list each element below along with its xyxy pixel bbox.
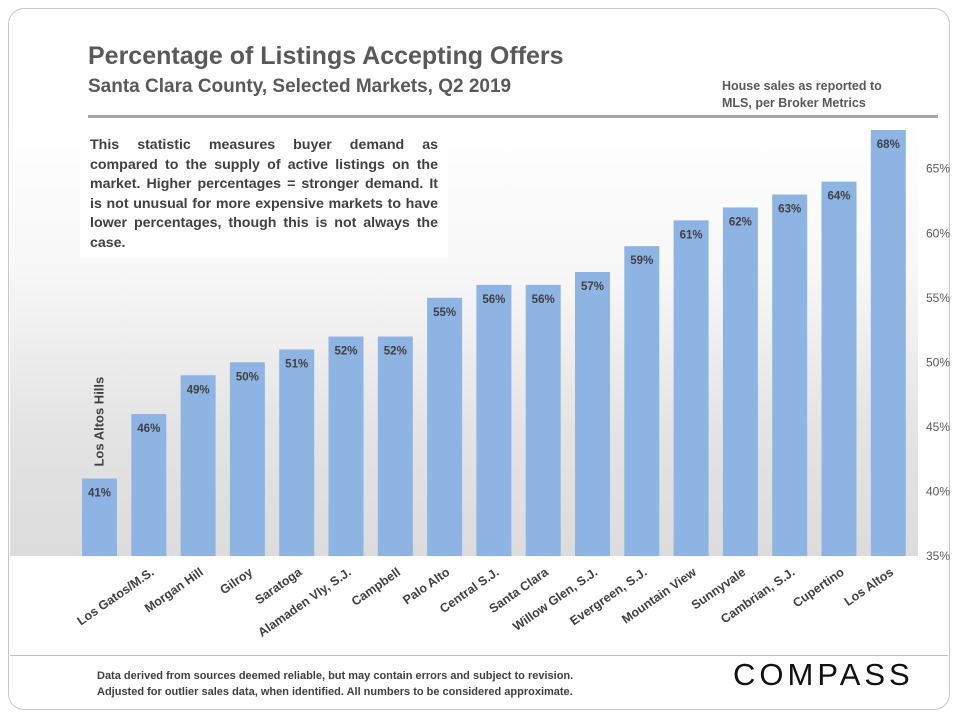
source-note: House sales as reported to MLS, per Brok… <box>722 78 922 112</box>
chart-title: Percentage of Listings Accepting Offers <box>88 42 564 70</box>
y-tick-label: 40% <box>926 484 950 498</box>
bar <box>624 246 660 556</box>
chart-subtitle: Santa Clara County, Selected Markets, Q2… <box>88 76 512 97</box>
bar <box>82 478 117 556</box>
bar-data-label: 55% <box>433 307 456 319</box>
bar-data-label: 57% <box>581 281 604 293</box>
bar-data-label: 61% <box>680 229 703 241</box>
y-tick-label: 60% <box>926 226 950 240</box>
bar <box>427 297 463 556</box>
x-tick-label: Los Altos <box>842 565 896 609</box>
disclaimer-line1: Data derived from sources deemed reliabl… <box>97 670 574 682</box>
source-note-line2: MLS, per Broker Metrics <box>722 96 866 110</box>
bar-data-label: 62% <box>729 216 752 228</box>
source-note-line1: House sales as reported to <box>722 79 882 93</box>
bar <box>279 349 315 556</box>
bar-data-label: 64% <box>827 191 850 203</box>
bar <box>476 284 512 556</box>
y-tick-label: 55% <box>926 291 950 305</box>
bar-data-label: 52% <box>334 346 357 358</box>
y-tick-label: 45% <box>926 420 950 434</box>
bar <box>328 336 364 556</box>
footer-divider <box>10 655 948 656</box>
y-tick-label: 65% <box>926 162 950 176</box>
x-tick-label: Campbell <box>349 565 403 609</box>
bar <box>722 207 758 557</box>
bar <box>180 375 216 556</box>
bar <box>131 414 167 556</box>
bar-data-label: 46% <box>137 423 160 435</box>
y-tick-label: 35% <box>926 549 950 563</box>
bar <box>772 194 808 556</box>
x-tick-label: Los Gatos/M.S. <box>75 565 157 628</box>
bar-data-label: 52% <box>384 346 407 358</box>
bar <box>821 181 857 557</box>
bar <box>525 284 561 556</box>
compass-logo: COMPASS <box>733 657 914 692</box>
disclaimer: Data derived from sources deemed reliabl… <box>97 668 657 700</box>
x-tick-label: Cupertino <box>790 565 847 611</box>
bar-annotation: Los Altos Hills <box>92 377 107 467</box>
info-box: This statistic measures buyer demand as … <box>80 128 448 258</box>
bar-data-label: 59% <box>630 255 653 267</box>
header-divider <box>88 115 938 118</box>
bar <box>575 272 610 556</box>
bar <box>673 220 709 556</box>
bar-data-label: 56% <box>532 294 555 306</box>
y-tick-label: 50% <box>926 355 950 369</box>
x-tick-label: Alamaden Vly, S.J. <box>255 565 353 640</box>
x-tick-label: Gilroy <box>217 565 255 597</box>
bar <box>870 130 906 556</box>
bar-data-label: 41% <box>88 488 111 500</box>
bar-data-label: 49% <box>187 384 210 396</box>
bar <box>229 362 265 556</box>
bar <box>377 336 413 556</box>
bar-data-label: 68% <box>877 139 900 151</box>
bar-data-label: 56% <box>482 294 505 306</box>
bar-data-label: 50% <box>236 371 259 383</box>
disclaimer-line2: Adjusted for outlier sales data, when id… <box>97 686 573 698</box>
bar-data-label: 51% <box>285 358 308 370</box>
bar-data-label: 63% <box>778 204 801 216</box>
x-tick-label: Willow Glen, S.J. <box>510 565 600 634</box>
